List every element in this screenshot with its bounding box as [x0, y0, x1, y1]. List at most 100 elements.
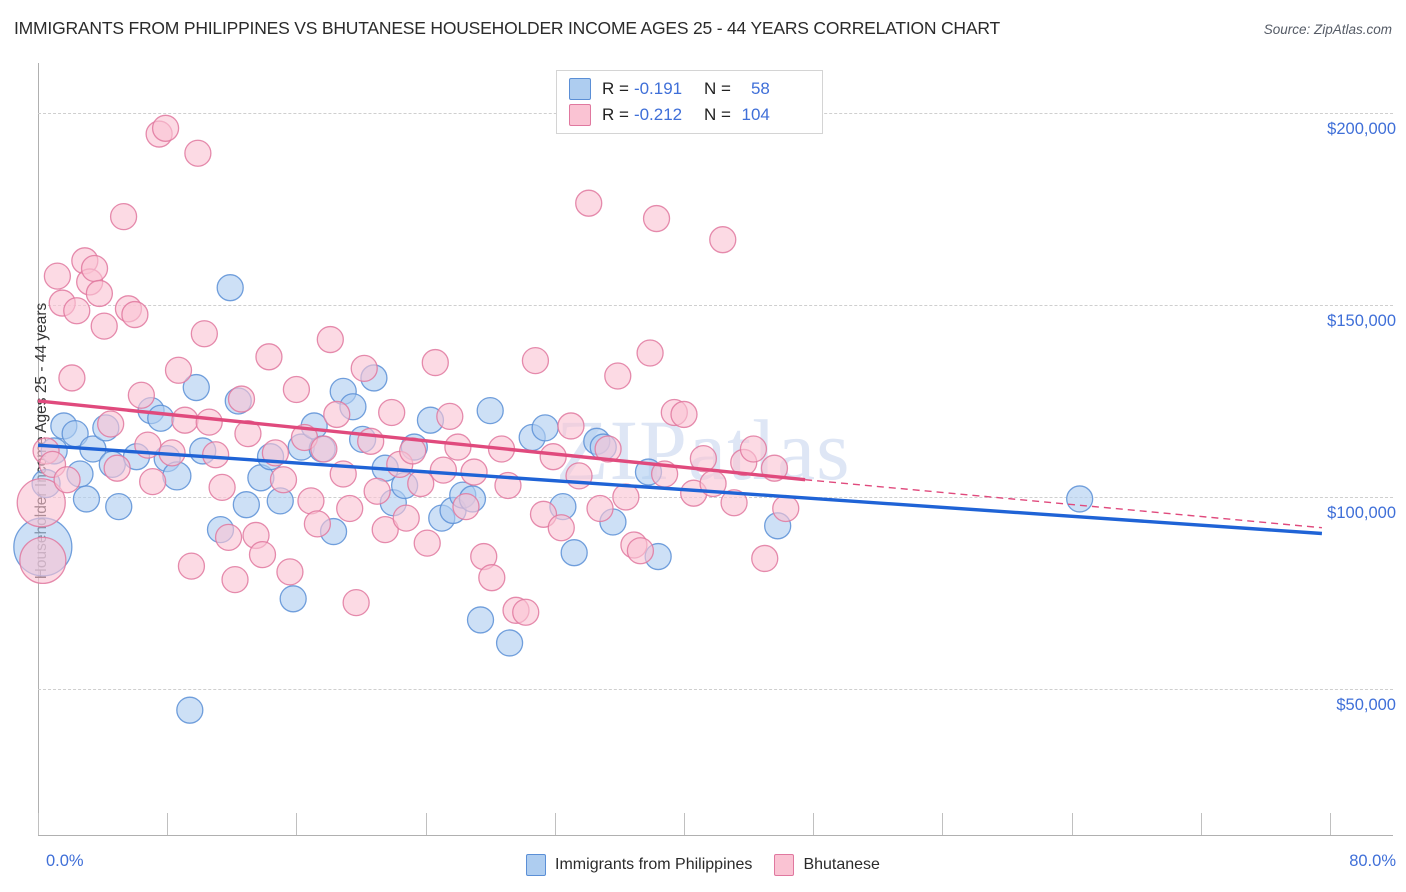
data-point	[190, 320, 218, 348]
data-point	[407, 469, 435, 498]
data-point	[79, 435, 107, 463]
data-point	[400, 433, 428, 461]
data-point	[478, 564, 506, 592]
data-point	[287, 433, 315, 461]
data-point	[363, 477, 391, 505]
data-point	[466, 606, 495, 634]
x-axis-tick	[38, 813, 39, 835]
data-point	[176, 696, 204, 724]
data-point	[227, 385, 256, 413]
data-point	[470, 542, 498, 571]
data-point	[224, 387, 252, 415]
data-point	[303, 510, 332, 538]
x-axis-tick	[167, 813, 169, 835]
data-point	[1066, 485, 1094, 513]
data-point	[158, 439, 186, 467]
data-point	[76, 268, 104, 296]
data-point	[487, 435, 516, 463]
legend-item-bhutanese[interactable]: Bhutanese	[774, 854, 880, 876]
data-point	[636, 339, 664, 367]
x-axis-tick	[684, 813, 685, 835]
data-point	[114, 295, 143, 323]
data-point	[71, 247, 99, 275]
data-point	[604, 362, 632, 390]
data-point	[98, 450, 126, 479]
data-point	[50, 412, 78, 440]
data-point	[502, 596, 530, 624]
chart-header: IMMIGRANTS FROM PHILIPPINES VS BHUTANESE…	[0, 0, 1406, 52]
legend-item-philippines[interactable]: Immigrants from Philippines	[526, 854, 752, 876]
legend-swatch-bhutanese-icon	[774, 854, 795, 876]
data-point	[594, 435, 622, 463]
data-point	[494, 471, 522, 500]
data-point	[429, 456, 458, 484]
x-axis-min-label: 0.0%	[46, 852, 84, 870]
legend-label-philippines: Immigrants from Philippines	[555, 856, 753, 873]
r-label-bhutanese: R =	[602, 105, 629, 124]
data-point	[80, 254, 109, 283]
correlation-legend: R = -0.191 N = 58 R = -0.212 N = 104	[556, 70, 823, 134]
data-point	[177, 552, 206, 580]
data-point	[739, 435, 768, 463]
data-point	[103, 454, 131, 482]
data-point	[127, 381, 156, 409]
data-point	[97, 410, 125, 438]
data-point	[547, 514, 575, 542]
data-point	[449, 481, 477, 509]
series-legend: Immigrants from Philippines Bhutanese	[0, 851, 1406, 879]
data-point	[256, 443, 285, 471]
data-point	[182, 373, 210, 402]
data-point	[189, 437, 217, 465]
data-point	[495, 629, 524, 657]
data-point	[476, 396, 504, 425]
data-point	[413, 529, 441, 557]
x-axis-max-label: 80.0%	[1349, 852, 1396, 870]
data-point	[85, 279, 114, 308]
data-point	[248, 540, 277, 569]
data-point	[642, 204, 671, 233]
x-axis-tick	[1200, 813, 1202, 835]
data-point	[216, 274, 244, 302]
data-point	[518, 423, 546, 452]
data-point	[772, 494, 800, 523]
data-point	[360, 364, 388, 392]
watermark: ZIPatlas	[556, 402, 851, 498]
data-point	[730, 448, 758, 477]
data-point	[720, 489, 748, 517]
data-point	[162, 461, 192, 491]
data-point	[171, 406, 199, 434]
data-point	[329, 377, 357, 406]
data-point	[565, 462, 593, 490]
data-point	[660, 398, 688, 427]
data-point	[620, 531, 648, 559]
data-point	[53, 466, 81, 494]
data-point	[458, 485, 487, 513]
data-point	[390, 471, 419, 500]
source-label: Source: ZipAtlas.com	[1263, 22, 1392, 37]
data-point	[599, 508, 627, 536]
data-point	[261, 439, 290, 467]
data-point	[444, 433, 472, 461]
data-point	[512, 598, 540, 626]
data-point	[760, 454, 789, 482]
series-immigrants-from-philippines	[13, 274, 1094, 724]
data-point	[644, 542, 672, 571]
data-point	[439, 496, 467, 525]
data-point	[134, 431, 162, 459]
data-point	[709, 226, 737, 254]
gridline	[38, 497, 1393, 498]
data-point	[399, 437, 427, 465]
gridline	[38, 689, 1393, 691]
data-point	[586, 494, 614, 523]
data-point	[109, 202, 138, 231]
data-point	[521, 347, 550, 375]
y-axis-tick-label: $50,000	[1336, 696, 1396, 715]
data-point	[316, 325, 344, 354]
data-point	[680, 479, 708, 507]
legend-label-bhutanese: Bhutanese	[803, 856, 880, 873]
legend-swatch-philippines-icon	[526, 854, 547, 876]
data-point	[66, 460, 94, 488]
data-point	[266, 487, 294, 515]
x-axis-tick	[942, 813, 944, 835]
x-axis-line	[38, 835, 1393, 836]
